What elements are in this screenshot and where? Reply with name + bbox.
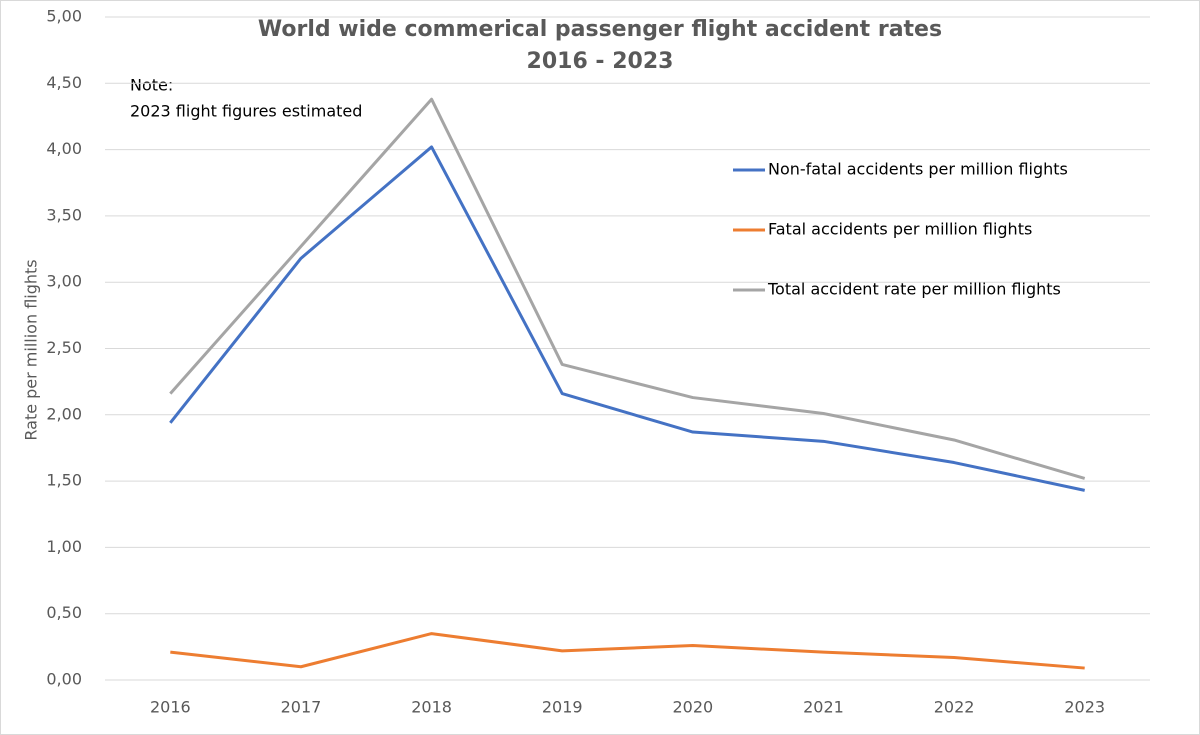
annotation: 2023 flight figures estimated (130, 102, 362, 121)
y-tick-label: 2,50 (46, 338, 82, 357)
x-tick-label: 2016 (150, 698, 191, 717)
x-tick-label: 2018 (411, 698, 452, 717)
y-tick-label: 5,00 (46, 7, 82, 26)
y-tick-label: 3,00 (46, 272, 82, 291)
y-tick-label: 0,00 (46, 670, 82, 689)
y-tick-label: 0,50 (46, 603, 82, 622)
series-line (169, 97, 1086, 480)
x-tick-label: 2021 (803, 698, 844, 717)
y-tick-label: 4,50 (46, 73, 82, 92)
annotation: Note: (130, 76, 173, 95)
y-axis-label: Rate per million flights (22, 259, 41, 440)
legend-label: Non-fatal accidents per million flights (768, 160, 1068, 179)
legend-label: Fatal accidents per million flights (768, 220, 1032, 239)
x-tick-label: 2019 (542, 698, 583, 717)
x-tick-label: 2020 (672, 698, 713, 717)
series-line (170, 632, 1085, 670)
y-tick-label: 1,50 (46, 471, 82, 490)
legend-label: Total accident rate per million flights (767, 280, 1061, 299)
y-tick-label: 1,00 (46, 537, 82, 556)
x-tick-label: 2022 (934, 698, 975, 717)
y-tick-label: 3,50 (46, 205, 82, 224)
x-tick-label: 2023 (1064, 698, 1105, 717)
x-tick-label: 2017 (281, 698, 322, 717)
y-tick-label: 4,00 (46, 139, 82, 158)
series-line (169, 145, 1086, 492)
y-tick-label: 2,00 (46, 404, 82, 423)
chart-subtitle: 2016 - 2023 (527, 49, 674, 74)
chart-title: World wide commerical passenger flight a… (258, 17, 942, 42)
